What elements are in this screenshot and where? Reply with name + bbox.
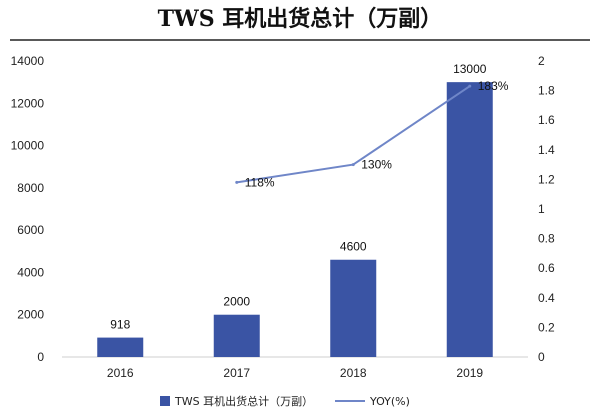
y-right-tick-label: 1 — [538, 202, 545, 216]
yoy-point — [468, 84, 472, 88]
y-right-tick-label: 2 — [538, 54, 545, 68]
y-right-tick-label: 1.4 — [538, 143, 555, 157]
y-right-tick-label: 0.4 — [538, 291, 555, 305]
y-left-tick-label: 4000 — [17, 265, 44, 279]
bar-value-label: 918 — [110, 318, 130, 332]
y-right-tick-label: 1.8 — [538, 84, 555, 98]
bar-value-label: 2000 — [223, 295, 250, 309]
x-tick-label: 2017 — [223, 366, 250, 380]
y-left-tick-label: 6000 — [17, 223, 44, 237]
chart-title: TWS 耳机出货总计（万副） — [158, 6, 443, 32]
yoy-point — [351, 163, 355, 167]
y-left-tick-label: 2000 — [17, 308, 44, 322]
y-right-tick-label: 1.2 — [538, 172, 555, 186]
yoy-point — [235, 180, 239, 184]
y-right-tick-label: 0.2 — [538, 320, 555, 334]
y-left-tick-label: 10000 — [11, 139, 45, 153]
bar-value-label: 4600 — [340, 240, 367, 254]
bar — [330, 259, 377, 357]
y-right-tick-label: 0 — [538, 350, 545, 364]
y-right-tick-label: 0.8 — [538, 232, 555, 246]
legend: TWS 耳机出货总计（万副） YOY(%) — [160, 394, 410, 408]
y-right-tick-label: 0.6 — [538, 261, 555, 275]
bar-series — [97, 82, 493, 358]
line-series — [235, 84, 472, 184]
y-right-tick-label: 1.6 — [538, 113, 555, 127]
y-left-tick-label: 0 — [37, 350, 44, 364]
yoy-value-label: 130% — [361, 158, 392, 172]
x-tick-label: 2016 — [107, 366, 134, 380]
legend-line-label: YOY(%) — [369, 395, 410, 408]
yoy-value-label: 118% — [245, 175, 275, 189]
y-left-tick-label: 14000 — [11, 54, 45, 68]
x-tick-label: 2018 — [340, 366, 367, 380]
bar — [213, 314, 260, 357]
y-left-tick-label: 8000 — [17, 181, 44, 195]
yoy-value-label: 183% — [478, 79, 509, 93]
bar — [446, 82, 493, 358]
legend-bar-label: TWS 耳机出货总计（万副） — [174, 394, 313, 408]
bar — [97, 337, 144, 357]
axes: 0200040006000800010000120001400000.20.40… — [11, 54, 555, 380]
data-labels: 918 2000 4600 13000 118% 130% 183% — [110, 62, 509, 331]
legend-bar-swatch — [160, 396, 170, 406]
x-tick-label: 2019 — [456, 366, 483, 380]
yoy-line — [236, 85, 471, 184]
bar-value-label: 13000 — [453, 62, 487, 76]
y-left-tick-label: 12000 — [11, 96, 45, 110]
